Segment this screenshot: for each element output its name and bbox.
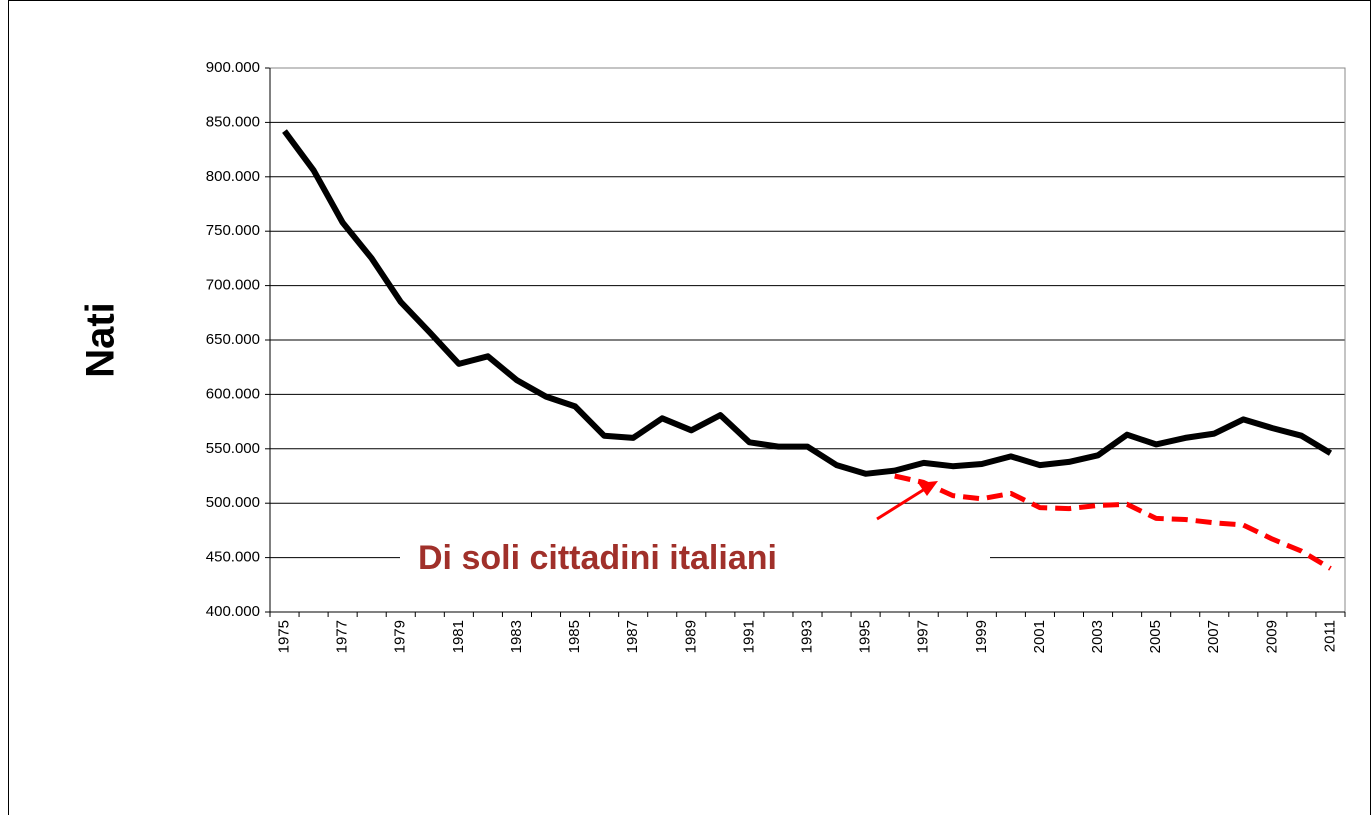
x-tick-label: 1983 (508, 620, 525, 653)
data-line (894, 473, 1332, 571)
chart-border (8, 0, 1371, 815)
annotation: Di soli cittadini italiani (418, 539, 777, 577)
y-tick-label: 500.000 (206, 494, 260, 511)
y-axis-title: Nati (79, 302, 123, 378)
x-tick-label: 1989 (682, 620, 699, 653)
data-line (282, 129, 1333, 477)
y-tick-label: 450.000 (206, 549, 260, 566)
y-tick-label: 400.000 (206, 603, 260, 620)
x-tick-label: 1979 (392, 620, 409, 653)
y-tick-label: 650.000 (206, 331, 260, 348)
x-tick-label: 1993 (798, 620, 815, 653)
y-tick-label: 750.000 (206, 222, 260, 239)
y-tick-label: 700.000 (206, 277, 260, 294)
x-tick-label: 2001 (1031, 620, 1048, 653)
x-tick-label: 2009 (1263, 620, 1280, 653)
x-tick-label: 2011 (1321, 620, 1338, 652)
annotation-arrowhead (918, 481, 938, 496)
annotation-box (400, 530, 990, 590)
x-tick-label: 1991 (740, 620, 757, 653)
x-tick-label: 2005 (1147, 620, 1164, 653)
x-tick-label: 1985 (566, 620, 583, 653)
y-tick-label: 550.000 (206, 440, 260, 457)
y-tick-label: 900.000 (206, 59, 260, 76)
x-tick-label: 1999 (973, 620, 990, 653)
x-tick-label: 2007 (1205, 620, 1222, 653)
x-tick-label: 1997 (915, 620, 932, 653)
y-tick-label: 800.000 (206, 168, 260, 185)
x-tick-label: 1981 (450, 620, 467, 653)
annotation-arrow (876, 485, 929, 521)
x-tick-label: 1987 (624, 620, 641, 653)
x-tick-label: 2003 (1089, 620, 1106, 653)
x-tick-label: 1977 (334, 620, 351, 653)
x-tick-label: 1995 (857, 620, 874, 653)
y-tick-label: 850.000 (206, 113, 260, 130)
y-tick-label: 600.000 (206, 385, 260, 402)
x-tick-label: 1975 (275, 620, 292, 653)
